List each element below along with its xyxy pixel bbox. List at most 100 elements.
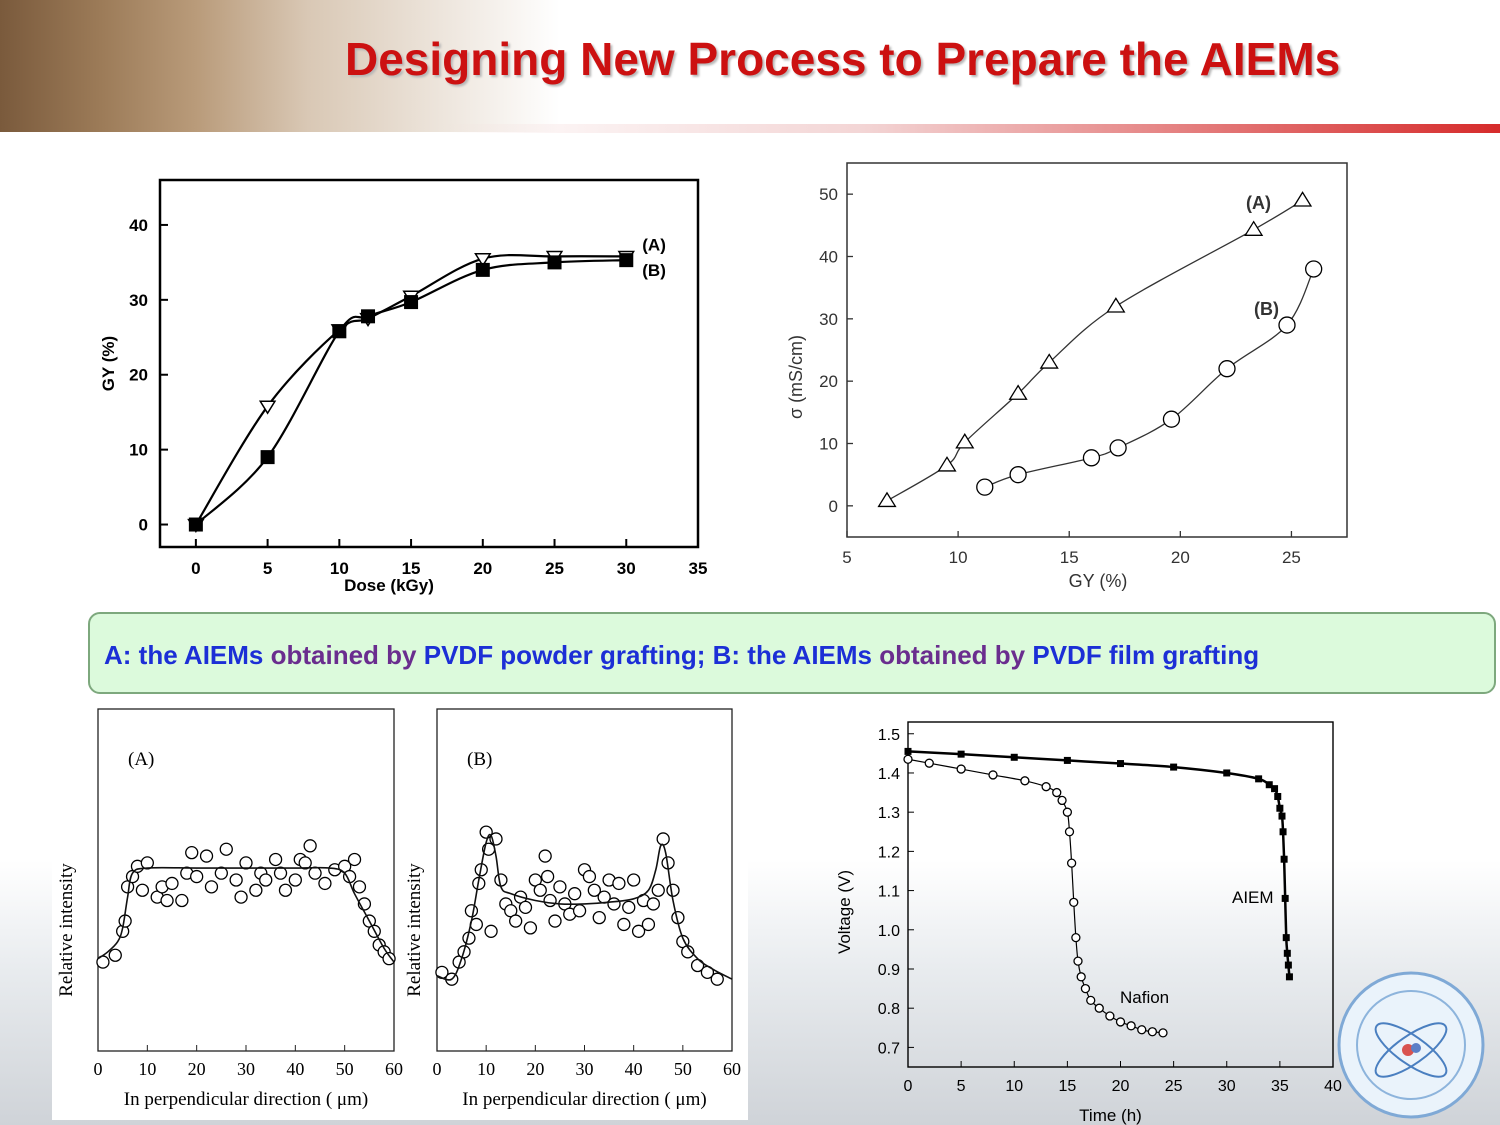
data-point-nafion bbox=[1086, 995, 1096, 1006]
data-point-b bbox=[475, 262, 490, 277]
data-point bbox=[656, 832, 670, 846]
data-point-nafion bbox=[1147, 1027, 1158, 1037]
data-point bbox=[278, 883, 293, 897]
chart-intensity-profile-a: 0 10 20 30 40 50 60 In perpendicular direction … bbox=[56, 708, 403, 1110]
data-point bbox=[165, 876, 179, 891]
data-point-aiem bbox=[1265, 781, 1273, 789]
x-tick-label: 10 bbox=[477, 1059, 495, 1079]
data-point-nafion bbox=[1137, 1025, 1147, 1035]
data-point bbox=[382, 952, 396, 966]
y-axis-label: Relative intensity bbox=[404, 863, 425, 997]
data-point-nafion bbox=[1069, 897, 1079, 907]
data-point-aiem bbox=[1285, 973, 1293, 981]
data-point-a bbox=[474, 252, 492, 268]
x-tick-label: 20 bbox=[1171, 548, 1190, 567]
fit-curve bbox=[97, 866, 395, 963]
x-tick-label: 20 bbox=[473, 559, 492, 578]
data-point-aiem bbox=[1271, 785, 1279, 793]
x-tick-label: 50 bbox=[674, 1059, 692, 1079]
data-point bbox=[303, 839, 317, 853]
data-point-nafion bbox=[1094, 1003, 1104, 1013]
data-point-a bbox=[955, 433, 975, 449]
data-point-nafion bbox=[1073, 956, 1083, 966]
data-point-a bbox=[1106, 297, 1126, 313]
data-point bbox=[666, 883, 680, 897]
x-tick-label: 30 bbox=[1218, 1078, 1236, 1095]
x-tick-label: 60 bbox=[385, 1059, 403, 1079]
data-point-nafion bbox=[1052, 787, 1062, 798]
data-point bbox=[607, 897, 621, 911]
caption-b-mid: obtained by bbox=[879, 640, 1033, 670]
x-tick-label: 25 bbox=[1282, 548, 1301, 567]
data-point bbox=[538, 849, 552, 863]
data-point bbox=[318, 876, 332, 891]
chart-intensity-profile-b: 0 10 20 30 40 50 60 In perpendicular direction … bbox=[404, 708, 741, 1110]
caption-box: A: the AIEMs obtained by PVDF powder gra… bbox=[88, 612, 1496, 694]
x-tick-label: 35 bbox=[1271, 1078, 1289, 1095]
x-tick-label: 20 bbox=[1112, 1078, 1130, 1095]
data-point-b bbox=[1082, 449, 1101, 467]
y-tick-label: 0.8 bbox=[878, 1001, 900, 1018]
data-point bbox=[268, 852, 283, 867]
data-point bbox=[352, 880, 367, 894]
data-point-a bbox=[937, 456, 957, 472]
x-tick-label: 40 bbox=[1324, 1078, 1342, 1095]
data-point-b bbox=[1278, 316, 1296, 334]
data-point bbox=[627, 873, 641, 887]
x-tick-label: 5 bbox=[957, 1078, 966, 1095]
x-tick-label: 10 bbox=[138, 1059, 156, 1079]
data-point bbox=[548, 914, 562, 928]
data-point-nafion bbox=[1066, 858, 1077, 868]
data-point-b bbox=[1109, 439, 1127, 457]
data-point-b bbox=[260, 450, 275, 465]
data-point bbox=[518, 900, 533, 915]
data-point bbox=[641, 917, 656, 932]
chart-gy-vs-dose: 0 5 10 15 20 25 30 35 0 10 20 30 40 Dose (kGy) GY (%) (… bbox=[99, 178, 707, 595]
x-tick-label: 30 bbox=[576, 1059, 594, 1079]
caption-a-suffix: PVDF powder grafting; bbox=[423, 640, 713, 670]
x-tick-label: 15 bbox=[1058, 1078, 1076, 1095]
x-tick-label: 10 bbox=[330, 559, 349, 578]
data-point-a bbox=[877, 491, 897, 508]
y-tick-label: 40 bbox=[819, 248, 838, 267]
x-tick-label: 25 bbox=[1165, 1078, 1183, 1095]
y-tick-label: 0.7 bbox=[878, 1040, 900, 1057]
data-point-b bbox=[1009, 466, 1027, 484]
y-tick-label: 10 bbox=[129, 441, 148, 460]
data-point-b bbox=[547, 255, 562, 270]
data-point bbox=[190, 869, 204, 884]
data-point bbox=[288, 873, 302, 887]
data-point-aiem bbox=[957, 750, 965, 758]
x-axis-label: In perpendicular direction ( μm) bbox=[462, 1089, 706, 1110]
data-point-nafion bbox=[1158, 1028, 1168, 1038]
y-tick-label: 40 bbox=[129, 216, 148, 235]
x-axis-label: Time (h) bbox=[1079, 1106, 1142, 1125]
data-point-b bbox=[188, 517, 203, 532]
y-tick-label: 1.3 bbox=[878, 805, 900, 822]
y-tick-label: 1.4 bbox=[878, 766, 900, 783]
data-point bbox=[199, 849, 214, 863]
data-point-aiem bbox=[1010, 753, 1018, 761]
data-point bbox=[239, 856, 253, 870]
data-point-aiem bbox=[1117, 760, 1124, 768]
data-point-a bbox=[258, 400, 277, 415]
data-point bbox=[259, 873, 273, 887]
series-label-a: (A) bbox=[642, 235, 666, 254]
data-point bbox=[234, 890, 248, 904]
data-point bbox=[617, 917, 631, 932]
data-point-nafion bbox=[1041, 782, 1051, 792]
x-tick-label: 30 bbox=[617, 559, 636, 578]
data-point bbox=[646, 897, 660, 911]
data-point bbox=[710, 972, 724, 986]
data-point bbox=[347, 852, 362, 867]
x-tick-label: 15 bbox=[402, 559, 421, 578]
panel-label: (A) bbox=[128, 749, 154, 770]
data-point-nafion bbox=[1057, 795, 1067, 806]
chart-conductivity-vs-gy: 5 10 15 20 25 0 10 20 30 40 50 GY (%) σ (mS/cm) (A) (B… bbox=[786, 162, 1348, 591]
data-point bbox=[592, 910, 606, 925]
data-point bbox=[540, 869, 555, 884]
x-axis-label: GY (%) bbox=[1069, 571, 1128, 591]
data-point bbox=[587, 883, 601, 897]
data-point bbox=[308, 866, 322, 880]
x-tick-label: 15 bbox=[1060, 548, 1079, 567]
